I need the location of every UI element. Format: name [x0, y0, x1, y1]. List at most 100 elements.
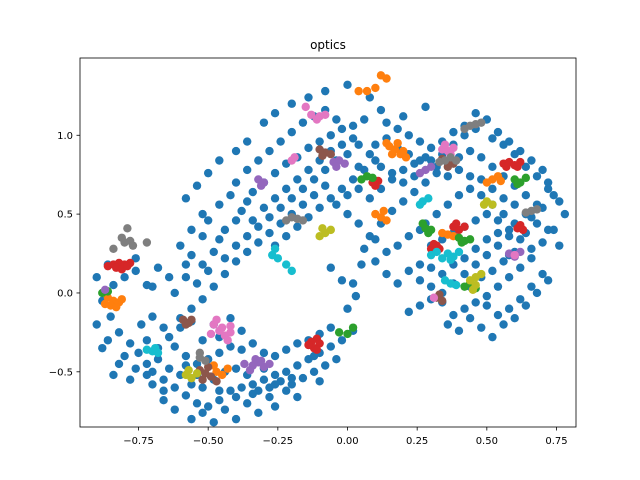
noise-point	[248, 389, 257, 399]
noise-point	[504, 225, 514, 235]
y-tick-label: −0.5	[49, 367, 73, 378]
noise-point	[254, 238, 263, 247]
noise-point	[471, 298, 480, 307]
noise-point	[527, 244, 536, 254]
noise-point	[393, 241, 402, 250]
noise-point	[109, 370, 118, 380]
noise-point	[343, 209, 352, 219]
noise-point	[527, 254, 536, 263]
noise-point	[404, 307, 414, 317]
noise-point	[504, 304, 514, 313]
cluster-7-point	[468, 285, 478, 295]
noise-point	[198, 336, 207, 345]
noise-point	[181, 272, 191, 282]
cluster-2-point	[348, 323, 358, 332]
noise-point	[354, 219, 363, 228]
cluster-4-point	[181, 320, 191, 329]
noise-point	[226, 190, 235, 200]
noise-point	[460, 269, 469, 279]
cluster-6-point	[435, 157, 444, 167]
cluster-8-point	[287, 266, 296, 276]
cluster-6-point	[201, 356, 210, 365]
cluster-0-point	[513, 162, 522, 172]
noise-point	[231, 178, 241, 187]
plot-frame	[79, 57, 577, 428]
noise-point	[543, 276, 553, 285]
noise-point	[326, 194, 335, 203]
noise-point	[287, 373, 296, 383]
y-tick-label: 1.0	[57, 131, 73, 142]
noise-point	[488, 134, 497, 143]
cluster-0-point	[518, 225, 528, 235]
cluster-6-point	[460, 124, 469, 134]
noise-point	[282, 345, 291, 354]
noise-point	[198, 209, 207, 219]
noise-point	[242, 137, 252, 146]
cluster-6-point	[109, 244, 118, 254]
noise-point	[159, 395, 168, 405]
cluster-1-point	[387, 149, 397, 159]
noise-point	[527, 156, 536, 165]
noise-point	[465, 146, 475, 156]
noise-point	[376, 162, 386, 172]
x-tick-label: 0.50	[476, 436, 498, 447]
noise-point	[404, 266, 414, 276]
noise-point	[449, 310, 458, 320]
noise-point	[298, 118, 308, 127]
noise-point	[270, 380, 280, 389]
noise-point	[516, 295, 525, 304]
x-tick-label: −0.75	[123, 436, 154, 447]
noise-point	[488, 162, 497, 172]
noise-point	[148, 282, 157, 291]
noise-point	[148, 312, 157, 321]
noise-point	[351, 291, 361, 301]
cluster-6-point	[532, 205, 542, 214]
noise-point	[215, 348, 224, 358]
cluster-3-point	[256, 181, 266, 190]
noise-point	[187, 380, 196, 389]
noise-point	[399, 165, 408, 175]
noise-point	[521, 301, 531, 310]
noise-point	[203, 216, 213, 225]
cluster-5-point	[307, 110, 316, 119]
noise-point	[354, 140, 363, 149]
noise-point	[415, 260, 425, 269]
noise-point	[265, 228, 274, 238]
cluster-0-point	[312, 345, 322, 354]
noise-point	[560, 209, 570, 219]
noise-point	[125, 375, 135, 384]
noise-point	[187, 304, 196, 313]
noise-point	[521, 190, 531, 200]
noise-point	[549, 190, 558, 200]
noise-point	[488, 266, 497, 276]
noise-point	[142, 359, 152, 369]
noise-point	[343, 80, 352, 90]
noise-point	[287, 380, 296, 389]
noise-point	[332, 354, 341, 364]
noise-point	[504, 231, 514, 241]
noise-point	[415, 301, 425, 310]
cluster-6-point	[123, 224, 132, 233]
noise-point	[164, 364, 174, 373]
noise-point	[354, 162, 363, 172]
cluster-5-point	[440, 140, 450, 149]
noise-point	[348, 134, 358, 143]
cluster-6-point	[195, 348, 205, 358]
noise-point	[387, 175, 397, 184]
x-tick-label: −0.25	[263, 436, 294, 447]
noise-point	[348, 175, 358, 184]
noise-point	[438, 269, 447, 279]
cluster-6-point	[521, 208, 531, 217]
noise-point	[538, 165, 547, 175]
x-tick-label: −0.50	[193, 436, 224, 447]
cluster-5-point	[206, 329, 216, 339]
noise-point	[371, 235, 380, 244]
noise-point	[376, 105, 386, 115]
noise-point	[465, 313, 475, 323]
cluster-4-point	[326, 149, 335, 159]
cluster-1-point	[362, 86, 372, 96]
cluster-0-point	[304, 340, 313, 350]
noise-point	[532, 172, 542, 181]
cluster-5-point	[212, 315, 221, 324]
noise-point	[159, 323, 168, 332]
